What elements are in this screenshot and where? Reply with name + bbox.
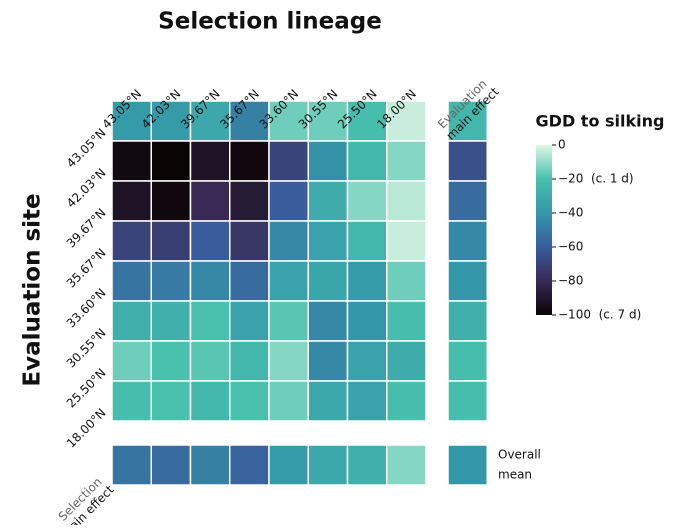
heatmap-cell	[111, 300, 152, 342]
heatmap-cell	[268, 340, 309, 382]
heatmap-cell	[346, 444, 388, 486]
heatmap-cell	[307, 300, 349, 342]
heatmap-cell	[386, 260, 427, 302]
colorbar-tick-label: −60	[558, 240, 583, 254]
heatmap-cell	[386, 140, 427, 182]
heatmap-cell	[307, 100, 349, 142]
heatmap-cell	[189, 444, 231, 486]
heatmap-cell	[447, 140, 488, 182]
heatmap-cell	[150, 220, 192, 262]
y-tick-label: 43.05°N	[64, 126, 109, 171]
heatmap-cell	[189, 180, 231, 222]
heatmap-cell	[150, 444, 192, 486]
heatmap-cell	[150, 300, 192, 342]
colorbar-tick-label: −80	[558, 274, 583, 288]
heatmap-cell	[229, 220, 270, 262]
colorbar-tick-label: −100 (c. 7 d)	[558, 308, 641, 322]
heatmap-cell	[111, 444, 152, 486]
heatmap-cell	[229, 380, 270, 422]
heatmap-cell	[189, 380, 231, 422]
heatmap-cell	[386, 180, 427, 222]
heatmap-cell	[229, 180, 270, 222]
heatmap-cell	[447, 444, 488, 486]
heatmap-cell	[150, 140, 192, 182]
y-tick-label: 25.50°N	[64, 366, 109, 411]
heatmap-cell	[111, 140, 152, 182]
heatmap-cell	[150, 380, 192, 422]
heatmap-cell	[268, 380, 309, 422]
y-tick-label: 30.55°N	[64, 326, 109, 371]
heatmap-cell	[307, 260, 349, 302]
colorbar-tick-label: −40	[558, 206, 583, 220]
heatmap-cell	[346, 180, 388, 222]
heatmap-cell	[447, 180, 488, 222]
heatmap-cell	[346, 340, 388, 382]
y-tick-label: 42.03°N	[64, 166, 109, 211]
heatmap-cell	[150, 180, 192, 222]
heatmap-cell	[268, 140, 309, 182]
y-tick-label: 35.67°N	[64, 246, 109, 291]
heatmap-cell	[111, 260, 152, 302]
heatmap-cell	[386, 340, 427, 382]
heatmap-cell	[307, 140, 349, 182]
heatmap-cell	[111, 380, 152, 422]
heatmap-cell	[307, 444, 349, 486]
heatmap-cell	[268, 180, 309, 222]
heatmap-cell	[111, 340, 152, 382]
heatmap-cell	[189, 340, 231, 382]
y-tick-label: 39.67°N	[64, 206, 109, 251]
heatmap-cell	[189, 260, 231, 302]
heatmap-cell	[268, 260, 309, 302]
heatmap-cell	[268, 300, 309, 342]
overall-label: Overall	[498, 448, 541, 462]
heatmap-cell	[307, 380, 349, 422]
heatmap-cell	[386, 300, 427, 342]
heatmap-cell	[447, 380, 488, 422]
heatmap-cell	[189, 140, 231, 182]
heatmap-cell	[150, 260, 192, 302]
colorbar-title: GDD to silking	[536, 112, 665, 131]
colorbar-tick-label: 0	[558, 138, 566, 152]
colorbar	[536, 145, 552, 315]
heatmap-cell	[268, 220, 309, 262]
heatmap-cell	[346, 380, 388, 422]
heatmap-cell	[447, 220, 488, 262]
colorbar-tick-label: −20 (c. 1 d)	[558, 172, 634, 186]
heatmap-cell	[386, 444, 427, 486]
heatmap-cell	[268, 444, 309, 486]
y-tick-label: 33.60°N	[64, 286, 109, 331]
heatmap-cell	[307, 180, 349, 222]
heatmap-cell	[386, 380, 427, 422]
heatmap-cell	[189, 220, 231, 262]
heatmap-cell	[111, 220, 152, 262]
heatmap-cell	[189, 300, 231, 342]
heatmap-cell	[447, 300, 488, 342]
heatmap-cell	[447, 340, 488, 382]
heatmap-cell	[150, 340, 192, 382]
heatmap-cell	[346, 140, 388, 182]
heatmap-cell	[229, 340, 270, 382]
chart-title: Selection lineage	[158, 9, 382, 35]
heatmap-cell	[307, 340, 349, 382]
heatmap-cell	[386, 220, 427, 262]
heatmap-cell	[447, 260, 488, 302]
heatmap-cell	[346, 260, 388, 302]
heatmap-cell	[386, 100, 427, 142]
heatmap-cell	[229, 444, 270, 486]
overall-label: mean	[498, 468, 532, 482]
heatmap-cell	[307, 220, 349, 262]
heatmap-cell	[346, 220, 388, 262]
heatmap-cell	[229, 260, 270, 302]
heatmap-cell	[229, 300, 270, 342]
y-axis-label: Evaluation site	[20, 193, 46, 386]
heatmap-cell	[111, 180, 152, 222]
y-tick-label: 18.00°N	[64, 406, 109, 451]
heatmap-cell	[346, 300, 388, 342]
heatmap-cell	[229, 140, 270, 182]
